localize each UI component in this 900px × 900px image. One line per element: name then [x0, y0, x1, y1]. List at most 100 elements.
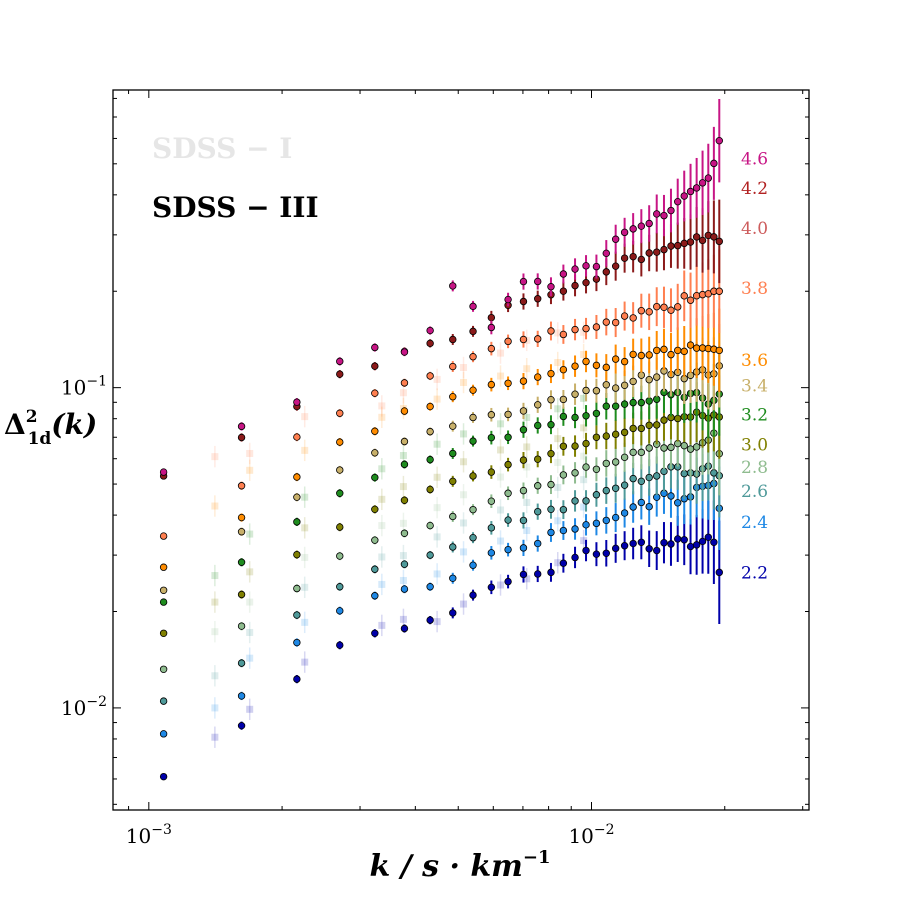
data-point: [534, 401, 542, 409]
data-point: [680, 347, 688, 356]
data-point: [611, 484, 620, 492]
data-point: [547, 327, 555, 335]
data-point: [637, 498, 646, 507]
data-point: [237, 721, 246, 730]
data-point: [592, 361, 601, 370]
data-point: [620, 312, 629, 320]
data-point: [660, 467, 668, 476]
data-point: [645, 502, 653, 511]
data-point: [660, 539, 668, 547]
sdss1-point: [433, 504, 441, 512]
sdss1-point: [554, 435, 562, 443]
data-point: [469, 327, 477, 336]
data-point: [620, 542, 629, 550]
data-point: [698, 537, 707, 546]
data-point: [237, 659, 246, 667]
data-point: [487, 583, 496, 592]
data-point: [159, 532, 168, 540]
data-point: [237, 590, 246, 599]
data-point: [547, 283, 555, 291]
data-point: [602, 249, 610, 258]
data-point: [629, 377, 637, 386]
data-point: [293, 398, 301, 406]
sdss1-annotation: SDSS − I: [152, 132, 292, 165]
data-point: [692, 291, 701, 300]
redshift-label: 4.2: [741, 179, 768, 199]
data-point: [698, 179, 707, 187]
data-point: [698, 236, 707, 245]
data-point: [559, 365, 568, 374]
data-point: [680, 239, 688, 248]
redshift-label: 2.4: [741, 513, 768, 533]
sdss1-point: [399, 389, 407, 397]
data-point: [611, 544, 620, 553]
sdss1-point: [523, 575, 531, 583]
data-point: [667, 206, 675, 215]
sdss1-point: [211, 704, 219, 712]
data-point: [653, 302, 661, 311]
data-point: [680, 469, 688, 478]
sdss1-point: [554, 405, 562, 413]
data-point: [611, 355, 620, 363]
data-point: [667, 306, 675, 314]
redshift-label: 2.2: [741, 563, 768, 583]
data-point: [602, 549, 610, 557]
sdss1-point: [246, 466, 254, 474]
data-point: [371, 427, 379, 435]
sdss1-point: [554, 559, 562, 567]
data-point: [637, 448, 646, 457]
data-point: [653, 373, 661, 381]
data-point: [547, 505, 555, 514]
data-point: [519, 486, 528, 495]
data-point: [504, 577, 512, 586]
data-point: [571, 281, 579, 290]
data-point: [667, 540, 675, 548]
data-point: [504, 489, 512, 497]
data-point: [559, 559, 568, 567]
sdss1-point: [460, 458, 468, 466]
redshift-label: 2.6: [741, 482, 768, 502]
redshift-label: 4.0: [741, 219, 768, 239]
data-point: [660, 416, 668, 424]
x-tick-label: 10−2: [568, 822, 614, 848]
sdss1-point: [580, 452, 588, 460]
redshift-label: 3.4: [741, 377, 768, 397]
data-point: [674, 499, 682, 507]
sdss1-point: [211, 672, 219, 680]
data-point: [400, 379, 409, 387]
data-point: [426, 455, 434, 464]
data-point: [602, 486, 610, 495]
sdss1-point: [378, 580, 386, 588]
sdss1-point: [301, 413, 309, 421]
data-point: [637, 222, 646, 230]
sdss1-point: [497, 349, 505, 357]
data-point: [237, 527, 246, 536]
data-point: [487, 524, 496, 532]
data-point: [674, 346, 682, 355]
data-point: [449, 512, 457, 521]
sdss1-point: [211, 502, 219, 510]
data-point: [582, 262, 590, 270]
sdss1-point: [580, 394, 588, 402]
data-point: [449, 477, 457, 486]
data-point: [534, 570, 542, 578]
data-point: [602, 516, 610, 525]
data-point: [559, 526, 568, 535]
data-point: [629, 503, 637, 511]
data-point: [637, 306, 646, 315]
data-point: [293, 493, 301, 501]
data-point: [674, 197, 682, 206]
data-point: [602, 459, 610, 468]
data-point: [336, 466, 344, 474]
data-point: [519, 335, 528, 344]
sdss1-point: [580, 503, 588, 511]
sdss1-point: [554, 329, 562, 337]
sdss1-point: [580, 328, 588, 336]
y-axis-label: Δ2 1d(k): [4, 407, 97, 449]
data-point: [159, 468, 168, 476]
sdss1-point: [460, 491, 468, 499]
data-point: [674, 414, 682, 423]
data-point: [159, 772, 168, 781]
data-point: [426, 521, 434, 530]
data-point: [602, 432, 610, 440]
